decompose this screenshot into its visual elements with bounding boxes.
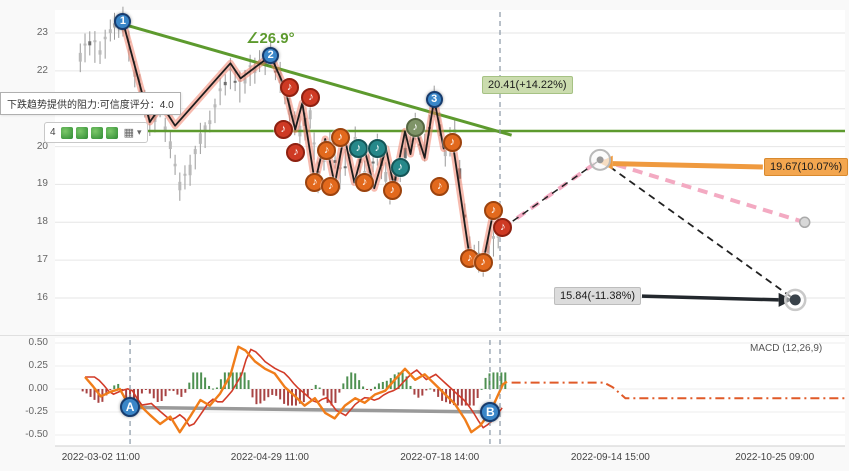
forecast-layer[interactable] [501, 157, 806, 301]
pivot-point-2[interactable]: 2 [262, 47, 280, 65]
music-note-marker[interactable]: ♪ [286, 142, 306, 162]
music-note-marker[interactable]: ♪ [301, 87, 321, 107]
target-points-layer[interactable] [589, 148, 811, 312]
resistance-price-label[interactable]: 20.41(+14.22%) [482, 76, 573, 94]
macd-pivot-a[interactable]: A [120, 397, 141, 418]
macd-pivot-b[interactable]: B [480, 402, 501, 422]
pattern-icon-2[interactable] [75, 126, 88, 139]
upside-target-label[interactable]: 19.67(10.07%) [764, 158, 849, 176]
music-note-marker[interactable]: ♪ [430, 176, 450, 196]
music-note-marker[interactable]: ♪ [321, 176, 341, 196]
music-note-marker[interactable]: ♪ [317, 140, 337, 160]
pattern-icon-4[interactable] [105, 126, 118, 139]
music-note-marker[interactable]: ♪ [473, 252, 493, 272]
music-note-marker[interactable]: ♪ [382, 180, 402, 200]
trend-resistance-tooltip: 下跌趋势提供的阻力:可信度评分：4.0 [0, 92, 181, 115]
music-note-marker[interactable]: ♪ [442, 133, 462, 153]
annotation-toolbar[interactable]: 4 ▦ ▾ [44, 122, 148, 143]
music-note-marker[interactable]: ♪ [493, 218, 513, 238]
pattern-icon-1[interactable] [60, 126, 73, 139]
music-note-marker[interactable]: ♪ [348, 138, 368, 158]
pivot-point-1[interactable]: 1 [114, 13, 132, 31]
pattern-icon-3[interactable] [90, 126, 103, 139]
macd-trend-line[interactable] [130, 405, 491, 414]
chevron-down-icon[interactable]: ▾ [136, 127, 142, 137]
macd-main-line [84, 345, 508, 434]
macd-indicator-label[interactable]: MACD (12,26,9) [750, 343, 823, 354]
macd-forecast-line [511, 381, 845, 400]
toolbar-count: 4 [50, 127, 56, 138]
music-note-marker[interactable]: ♪ [390, 157, 410, 177]
music-note-marker[interactable]: ♪ [405, 118, 425, 138]
music-note-marker[interactable]: ♪ [367, 138, 387, 158]
music-note-marker[interactable]: ♪ [330, 127, 350, 147]
grid-icon[interactable]: ▦ [123, 127, 134, 139]
pivot-point-3[interactable]: 3 [425, 90, 443, 108]
macd-histogram-layer [81, 372, 507, 406]
downside-target-label[interactable]: 15.84(-11.38%) [554, 287, 642, 305]
music-note-marker[interactable]: ♪ [273, 120, 293, 140]
trend-lines-layer[interactable] [55, 22, 845, 137]
music-note-marker[interactable]: ♪ [483, 201, 503, 221]
macd-signal-line [85, 348, 503, 429]
music-note-marker[interactable]: ♪ [280, 78, 300, 98]
music-note-marker[interactable]: ♪ [355, 173, 375, 193]
